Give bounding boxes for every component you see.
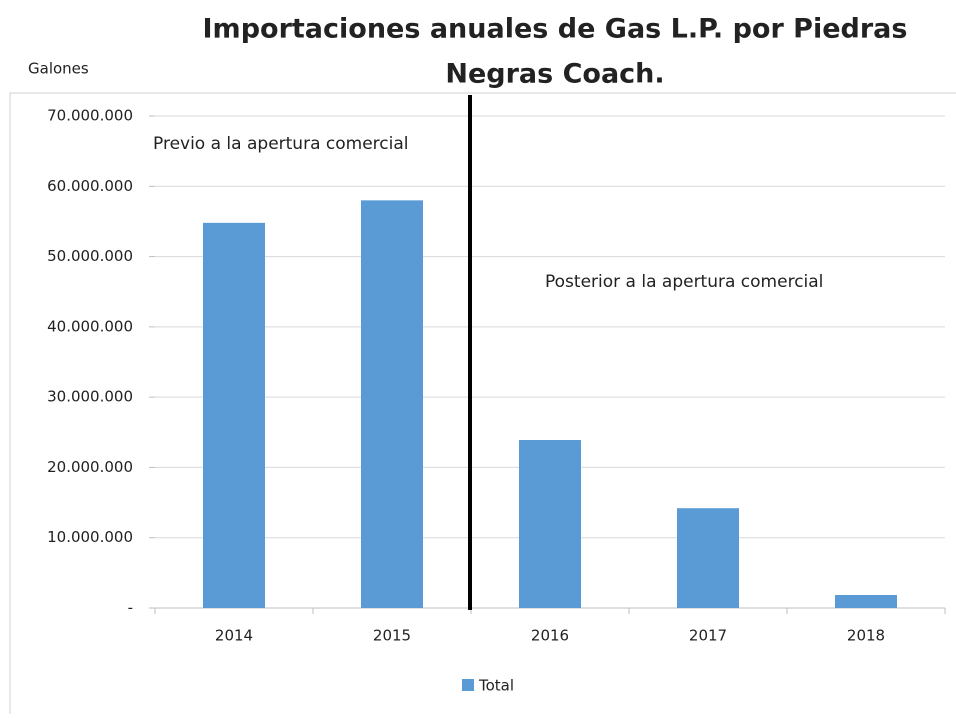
y-tick-label: - <box>128 599 133 617</box>
annotation: Posterior a la apertura comercial <box>545 272 823 292</box>
legend-label: Total <box>478 677 514 695</box>
y-tick-label: 50.000.000 <box>47 247 133 265</box>
bar <box>519 440 581 608</box>
x-tick-label: 2016 <box>531 627 569 645</box>
x-tick-label: 2017 <box>689 627 727 645</box>
annotation: Previo a la apertura comercial <box>153 134 408 154</box>
y-tick-label: 20.000.000 <box>47 458 133 476</box>
y-axis-label: Galones <box>28 60 89 78</box>
y-tick-label: 40.000.000 <box>47 317 133 335</box>
chart-frame <box>9 92 956 718</box>
y-tick-label: 30.000.000 <box>47 388 133 406</box>
bar <box>361 200 423 609</box>
y-tick-label: 10.000.000 <box>47 528 133 546</box>
chart-title-line-2: Negras Coach. <box>445 59 664 90</box>
x-tick-label: 2015 <box>373 627 411 645</box>
bar <box>835 594 897 608</box>
chart-title-line-1: Importaciones anuales de Gas L.P. por Pi… <box>203 14 908 45</box>
x-tick-label: 2014 <box>215 627 253 645</box>
y-tick-label: 70.000.000 <box>47 107 133 125</box>
y-tick-label: 60.000.000 <box>47 177 133 195</box>
x-tick-label: 2018 <box>847 627 885 645</box>
bar <box>203 222 265 608</box>
legend-swatch <box>462 679 474 691</box>
bar <box>677 508 739 608</box>
